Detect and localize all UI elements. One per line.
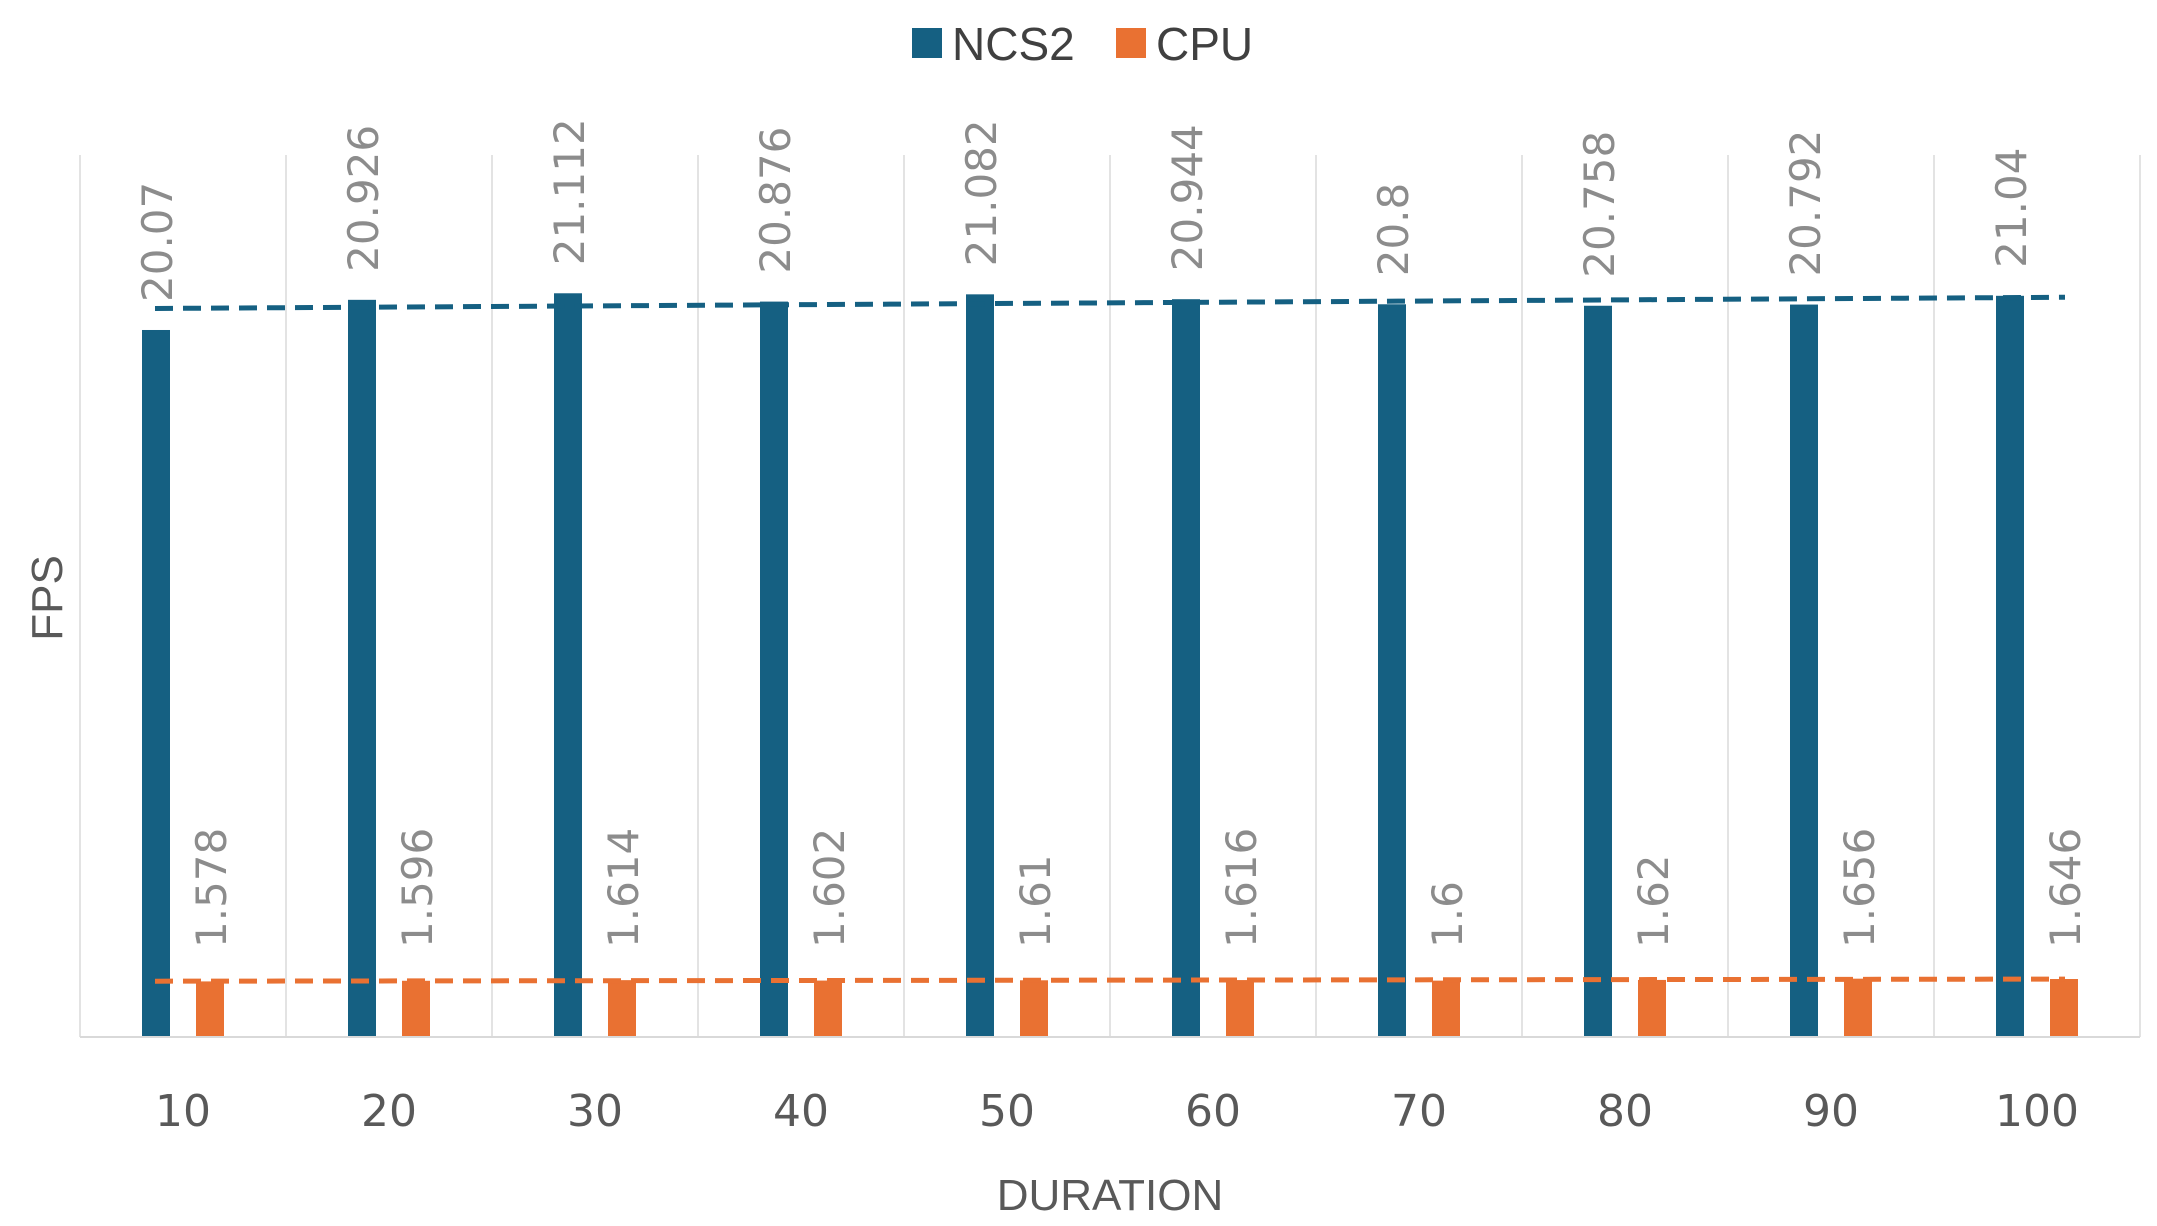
data-label-cpu-100: 1.646 xyxy=(2041,828,2090,948)
x-tick-50: 50 xyxy=(979,1086,1035,1137)
legend-label-ncs2: NCS2 xyxy=(952,18,1075,70)
y-axis-title: FPS xyxy=(23,555,72,641)
legend: NCS2 CPU xyxy=(912,18,1253,70)
bars xyxy=(142,293,2078,1038)
grid-lines xyxy=(79,155,2141,1037)
data-label-ncs2-60: 20.944 xyxy=(1163,124,1212,271)
trendlines xyxy=(154,294,2066,984)
data-label-cpu-30: 1.614 xyxy=(599,828,648,948)
bar-ncs2-80 xyxy=(1584,305,1612,1037)
x-axis-title: DURATION xyxy=(997,1171,1224,1220)
data-label-cpu-80: 1.62 xyxy=(1629,854,1678,948)
bar-ncs2-40 xyxy=(760,301,788,1037)
data-label-cpu-60: 1.616 xyxy=(1217,828,1266,948)
bar-cpu-20 xyxy=(402,980,430,1037)
data-label-ncs2-100: 21.04 xyxy=(1987,148,2036,268)
bar-cpu-100 xyxy=(2050,979,2078,1037)
bar-ncs2-20 xyxy=(348,299,376,1037)
legend-swatch-ncs2 xyxy=(912,28,942,58)
x-tick-100: 100 xyxy=(1995,1086,2079,1137)
x-tick-80: 80 xyxy=(1597,1086,1653,1137)
bar-ncs2-90 xyxy=(1790,304,1818,1037)
data-label-ncs2-90: 20.792 xyxy=(1781,130,1830,277)
bar-cpu-40 xyxy=(814,980,842,1037)
data-label-ncs2-40: 20.876 xyxy=(751,127,800,274)
trendline-cpu xyxy=(154,976,2066,984)
data-label-ncs2-80: 20.758 xyxy=(1575,131,1624,278)
trendline-ncs2 xyxy=(154,294,2066,311)
x-tick-30: 30 xyxy=(567,1086,623,1137)
legend-swatch-cpu xyxy=(1116,28,1146,58)
bar-cpu-60 xyxy=(1226,980,1254,1037)
data-label-cpu-20: 1.596 xyxy=(393,828,442,948)
bar-ncs2-10 xyxy=(142,329,170,1037)
bar-ncs2-100 xyxy=(1996,295,2024,1037)
x-tick-labels: 10 20 30 40 50 60 70 80 90 100 xyxy=(155,1086,2079,1137)
bar-cpu-30 xyxy=(608,980,636,1037)
data-label-cpu-10: 1.578 xyxy=(187,828,236,948)
bar-cpu-10 xyxy=(196,981,224,1037)
bar-ncs2-30 xyxy=(554,293,582,1037)
data-labels: 20.07 20.926 21.112 20.876 21.082 20.944 20.8 2… xyxy=(133,118,2090,948)
legend-label-cpu: CPU xyxy=(1156,18,1253,70)
x-tick-40: 40 xyxy=(773,1086,829,1137)
data-label-cpu-50: 1.61 xyxy=(1011,854,1060,948)
data-label-cpu-90: 1.656 xyxy=(1835,828,1884,948)
bar-ncs2-50 xyxy=(966,294,994,1037)
bar-cpu-90 xyxy=(1844,978,1872,1037)
data-label-ncs2-50: 21.082 xyxy=(957,119,1006,266)
x-tick-70: 70 xyxy=(1391,1086,1447,1137)
data-label-ncs2-30: 21.112 xyxy=(545,118,594,265)
x-tick-10: 10 xyxy=(155,1086,211,1137)
data-label-ncs2-10: 20.07 xyxy=(133,182,182,302)
bar-cpu-70 xyxy=(1432,980,1460,1037)
data-label-ncs2-20: 20.926 xyxy=(339,125,388,272)
bar-ncs2-70 xyxy=(1378,304,1406,1038)
data-label-cpu-70: 1.6 xyxy=(1423,881,1472,948)
bar-ncs2-60 xyxy=(1172,299,1200,1037)
bar-cpu-80 xyxy=(1638,979,1666,1037)
data-label-cpu-40: 1.602 xyxy=(805,828,854,948)
x-tick-90: 90 xyxy=(1803,1086,1859,1137)
x-tick-20: 20 xyxy=(361,1086,417,1137)
bar-cpu-50 xyxy=(1020,980,1048,1037)
x-tick-60: 60 xyxy=(1185,1086,1241,1137)
data-label-ncs2-70: 20.8 xyxy=(1369,183,1418,277)
